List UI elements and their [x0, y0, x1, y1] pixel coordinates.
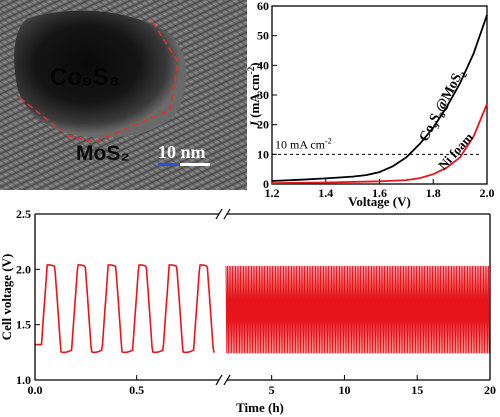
stability-chart: 1.0 1.5 2.0 2.5 0.0 0.5 5 10 15 20 Time (h) Cell … [0, 207, 496, 415]
stability-x-axis-label: Time (h) [236, 400, 284, 415]
axis-break-mark [223, 208, 231, 220]
polarization-x-tick-label: 1.8 [426, 186, 441, 200]
polarization-y-axis-label: J (mA cm-2) [247, 62, 262, 128]
polarization-y-tick-label: 30 [257, 88, 269, 102]
scale-bar-tick [158, 163, 180, 166]
polarization-y-tick-label: 20 [257, 118, 269, 132]
stability-y-tick-label: 1.0 [16, 373, 31, 387]
polarization-y-tick-label: 60 [257, 0, 269, 13]
stability-x-tick-label: 0.5 [129, 383, 144, 397]
polarization-x-tick-label: 1.2 [265, 186, 280, 200]
co9s8-label: Co₉S₈ [50, 64, 121, 91]
stability-y-tick-label: 2.0 [16, 262, 31, 276]
scale-bar [180, 163, 210, 166]
polarization-y-tick-label: 0 [263, 177, 269, 191]
scale-bar-label: 10 nm [158, 142, 206, 162]
stability-x-tick-label: 20 [484, 383, 496, 397]
stability-ticks: 1.0 1.5 2.0 2.5 0.0 0.5 5 10 15 20 [16, 207, 496, 397]
axis-break-mark [215, 374, 223, 386]
polarization-y-tick-label: 10 [257, 147, 269, 161]
polarization-series-line-0 [271, 14, 488, 182]
stability-plot-frame [34, 208, 491, 386]
stability-x-tick-label: 5 [269, 383, 275, 397]
polarization-ticks: 1.2 1.4 1.6 1.8 2.0 0 10 20 30 40 50 60 [257, 0, 495, 200]
polarization-y-tick-label: 40 [257, 58, 269, 72]
polarization-x-tick-label: 1.4 [318, 186, 333, 200]
polarization-x-axis-label: Voltage (V) [348, 194, 411, 209]
reference-line-label: 10 mA cm-2 [275, 136, 332, 151]
stability-y-tick-label: 2.5 [16, 207, 31, 221]
stability-y-tick-label: 1.5 [16, 318, 31, 332]
mos2-label: MoS₂ [76, 142, 130, 165]
tem-image-panel: Co₉S₈ MoS₂ 10 nm [0, 0, 247, 190]
stability-cycles-segment-1 [35, 264, 215, 354]
stability-series [35, 264, 490, 354]
tem-micrograph [0, 0, 247, 190]
polarization-y-tick-label: 50 [257, 29, 269, 43]
axis-break-mark [215, 208, 223, 220]
core-outline-dashed [19, 17, 179, 143]
polarization-x-tick-label: 1.6 [372, 186, 387, 200]
stability-x-tick-label: 10 [338, 383, 350, 397]
polarization-x-tick-label: 2.0 [480, 186, 495, 200]
stability-cycles-segment-2 [225, 265, 490, 354]
co9s8-core [14, 10, 187, 138]
stability-x-tick-label: 15 [411, 383, 423, 397]
series-label-ni-foam: Ni foam [435, 129, 476, 172]
axis-break-mark [223, 374, 231, 386]
polarization-series [271, 14, 488, 184]
stability-y-axis-label: Cell voltage (V) [0, 254, 14, 341]
stability-x-tick-label: 0.0 [28, 383, 43, 397]
polarization-series-line-1 [271, 103, 488, 184]
